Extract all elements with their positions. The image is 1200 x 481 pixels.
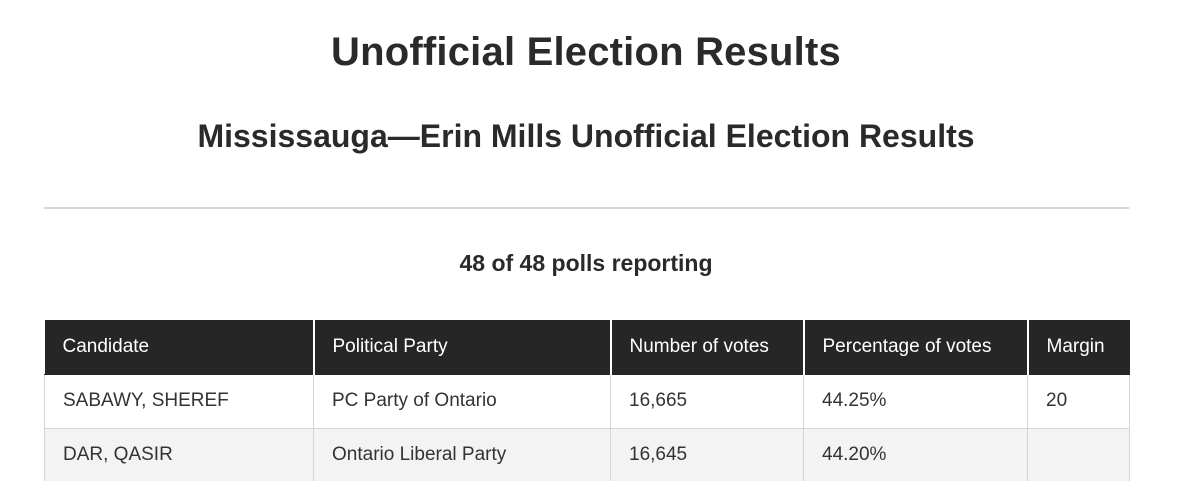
table-row: SABAWY, SHEREF PC Party of Ontario 16,66… xyxy=(44,373,1130,429)
polls-reporting-status: 48 of 48 polls reporting xyxy=(459,250,713,276)
section-divider xyxy=(44,207,1129,209)
column-header-candidate: Candidate xyxy=(44,320,315,375)
vote-percentage: 44.20% xyxy=(803,427,1028,481)
results-table: Candidate Political Party Number of vote… xyxy=(44,320,1130,481)
column-header-votes: Number of votes xyxy=(610,320,805,375)
riding-title: Mississauga—Erin Mills Unofficial Electi… xyxy=(197,118,975,154)
candidate-name: DAR, QASIR xyxy=(44,427,314,481)
header-row: Candidate Political Party Number of vote… xyxy=(44,320,1130,375)
vote-count: 16,665 xyxy=(610,373,804,429)
column-header-party: Political Party xyxy=(313,320,612,375)
party-name: Ontario Liberal Party xyxy=(313,427,611,481)
candidate-name: SABAWY, SHEREF xyxy=(44,373,314,429)
vote-count: 16,645 xyxy=(610,427,804,481)
vote-percentage: 44.25% xyxy=(803,373,1028,429)
results-table-body: SABAWY, SHEREF PC Party of Ontario 16,66… xyxy=(44,373,1130,481)
party-name: PC Party of Ontario xyxy=(313,373,611,429)
table-row: DAR, QASIR Ontario Liberal Party 16,645 … xyxy=(44,427,1130,481)
column-header-percentage: Percentage of votes xyxy=(803,320,1029,375)
vote-margin xyxy=(1027,427,1130,481)
results-table-header: Candidate Political Party Number of vote… xyxy=(44,320,1130,375)
page-title: Unofficial Election Results xyxy=(331,30,841,74)
column-header-margin: Margin xyxy=(1027,320,1130,375)
vote-margin: 20 xyxy=(1027,373,1130,429)
